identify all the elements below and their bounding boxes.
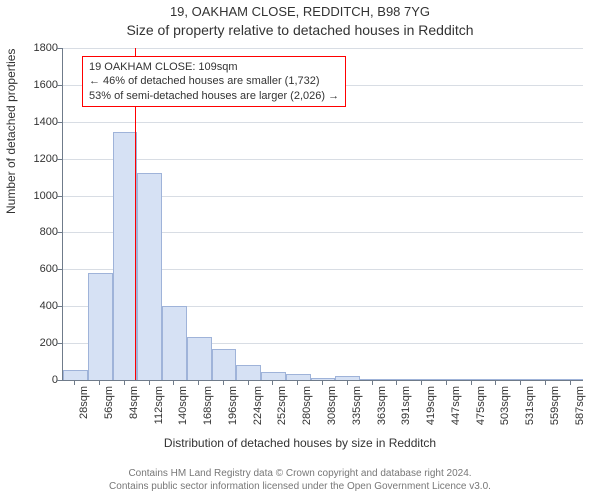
histogram-bar (187, 337, 212, 380)
histogram-bar (162, 306, 187, 380)
x-tick-label: 419sqm (425, 386, 437, 425)
y-tick-label: 800 (18, 226, 58, 238)
histogram-bar (261, 372, 286, 380)
x-tick-label: 56sqm (103, 386, 115, 419)
x-axis-label: Distribution of detached houses by size … (0, 436, 600, 450)
y-tick-label: 1400 (18, 116, 58, 128)
x-tick-mark (322, 380, 323, 385)
histogram-bar (63, 370, 88, 380)
y-tick-mark (57, 122, 62, 123)
histogram-bar (360, 379, 385, 380)
x-tick-mark (570, 380, 571, 385)
histogram-bar (137, 173, 162, 381)
histogram-bar (113, 132, 138, 380)
y-tick-label: 200 (18, 337, 58, 349)
y-tick-mark (57, 232, 62, 233)
x-tick-mark (446, 380, 447, 385)
y-tick-mark (57, 306, 62, 307)
y-tick-label: 1600 (18, 79, 58, 91)
x-tick-label: 503sqm (499, 386, 511, 425)
gridline (63, 48, 583, 49)
annotation-line: ← 46% of detached houses are smaller (1,… (89, 74, 339, 88)
x-tick-mark (471, 380, 472, 385)
x-tick-label: 224sqm (252, 386, 264, 425)
footer-credits: Contains HM Land Registry data © Crown c… (0, 467, 600, 493)
x-tick-label: 168sqm (202, 386, 214, 425)
y-tick-mark (57, 85, 62, 86)
y-axis-label: Number of detached properties (4, 49, 18, 214)
annotation-box: 19 OAKHAM CLOSE: 109sqm ← 46% of detache… (82, 56, 346, 107)
histogram-bar (212, 349, 237, 380)
x-tick-label: 308sqm (326, 386, 338, 425)
y-tick-mark (57, 159, 62, 160)
x-tick-label: 587sqm (574, 386, 586, 425)
histogram-bar (236, 365, 261, 380)
x-tick-mark (272, 380, 273, 385)
x-tick-mark (372, 380, 373, 385)
gridline (63, 159, 583, 160)
x-tick-label: 335sqm (351, 386, 363, 425)
x-tick-mark (173, 380, 174, 385)
x-tick-label: 28sqm (78, 386, 90, 419)
x-tick-label: 447sqm (450, 386, 462, 425)
page-supertitle: 19, OAKHAM CLOSE, REDDITCH, B98 7YG (0, 4, 600, 19)
x-tick-mark (297, 380, 298, 385)
x-tick-label: 112sqm (153, 386, 165, 424)
x-tick-mark (396, 380, 397, 385)
annotation-line: 19 OAKHAM CLOSE: 109sqm (89, 60, 339, 74)
histogram-bar (558, 379, 583, 380)
x-tick-label: 280sqm (301, 386, 313, 425)
x-tick-mark (198, 380, 199, 385)
x-tick-mark (248, 380, 249, 385)
x-tick-label: 475sqm (475, 386, 487, 425)
x-tick-mark (520, 380, 521, 385)
y-tick-label: 0 (18, 374, 58, 386)
page-title: Size of property relative to detached ho… (0, 22, 600, 38)
x-tick-label: 140sqm (177, 386, 189, 425)
x-tick-label: 559sqm (549, 386, 561, 425)
footer-line: Contains HM Land Registry data © Crown c… (0, 467, 600, 480)
gridline (63, 122, 583, 123)
x-tick-label: 252sqm (276, 386, 288, 425)
y-tick-mark (57, 380, 62, 381)
histogram-bar (434, 379, 459, 380)
y-tick-label: 1000 (18, 190, 58, 202)
annotation-line: 53% of semi-detached houses are larger (… (89, 89, 339, 103)
x-tick-mark (421, 380, 422, 385)
histogram-bar (88, 273, 113, 380)
histogram-bar (459, 379, 484, 380)
y-tick-mark (57, 48, 62, 49)
x-tick-mark (124, 380, 125, 385)
x-tick-mark (149, 380, 150, 385)
y-tick-label: 400 (18, 300, 58, 312)
y-tick-mark (57, 269, 62, 270)
footer-line: Contains public sector information licen… (0, 480, 600, 493)
chart-container: 19, OAKHAM CLOSE, REDDITCH, B98 7YG Size… (0, 0, 600, 500)
y-tick-label: 1200 (18, 153, 58, 165)
x-tick-label: 196sqm (227, 386, 239, 425)
x-tick-mark (223, 380, 224, 385)
x-tick-label: 363sqm (376, 386, 388, 425)
y-tick-mark (57, 196, 62, 197)
y-tick-label: 600 (18, 263, 58, 275)
x-tick-mark (99, 380, 100, 385)
histogram-bar (533, 379, 558, 380)
x-tick-label: 391sqm (400, 386, 412, 425)
x-tick-mark (347, 380, 348, 385)
x-tick-label: 84sqm (128, 386, 140, 419)
x-tick-mark (495, 380, 496, 385)
x-tick-label: 531sqm (524, 386, 536, 425)
y-tick-label: 1800 (18, 42, 58, 54)
x-tick-mark (74, 380, 75, 385)
x-tick-mark (545, 380, 546, 385)
histogram-bar (335, 376, 360, 380)
y-tick-mark (57, 343, 62, 344)
